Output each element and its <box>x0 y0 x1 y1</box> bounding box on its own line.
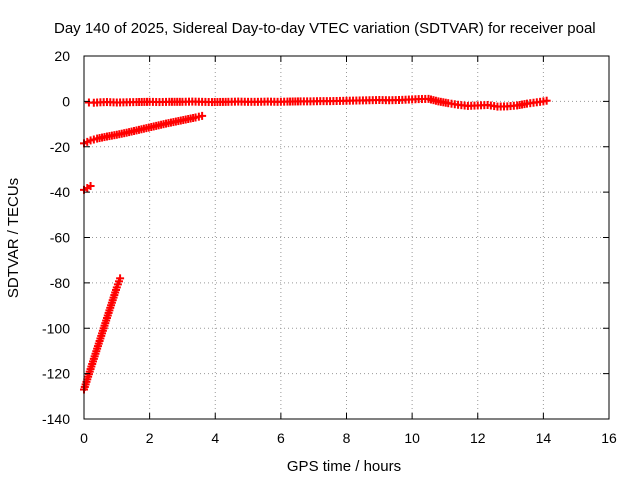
x-tick-label: 16 <box>601 430 617 446</box>
x-axis-label: GPS time / hours <box>287 458 401 475</box>
axis-ticks: 0 2 4 6 8 10 12 14 16 20 0 -20 -40 -60 -80 -100 -120 -140 <box>42 48 617 446</box>
y-tick-label: -20 <box>50 139 70 155</box>
y-tick-label: -40 <box>50 184 70 200</box>
y-tick-label: -140 <box>42 411 70 427</box>
data-point <box>542 96 551 105</box>
x-tick-label: 0 <box>80 430 88 446</box>
x-tick-label: 8 <box>343 430 351 446</box>
data-point <box>86 181 95 190</box>
y-axis-label: SDTVAR / TECUs <box>5 178 22 298</box>
y-tick-label: -60 <box>50 230 70 246</box>
y-tick-label: 0 <box>62 93 70 109</box>
x-tick-label: 12 <box>470 430 486 446</box>
y-tick-label: -100 <box>42 320 70 336</box>
y-tick-label: -80 <box>50 275 70 291</box>
grid <box>84 56 609 419</box>
y-tick-label: -120 <box>42 366 70 382</box>
data-point <box>116 274 125 283</box>
x-tick-label: 10 <box>404 430 420 446</box>
x-tick-label: 2 <box>146 430 154 446</box>
data-points <box>80 94 551 394</box>
chart-title: Day 140 of 2025, Sidereal Day-to-day VTE… <box>54 20 596 37</box>
x-tick-label: 6 <box>277 430 285 446</box>
data-point <box>198 111 207 120</box>
x-tick-label: 4 <box>211 430 219 446</box>
y-tick-label: 20 <box>54 48 70 64</box>
x-tick-label: 14 <box>536 430 552 446</box>
